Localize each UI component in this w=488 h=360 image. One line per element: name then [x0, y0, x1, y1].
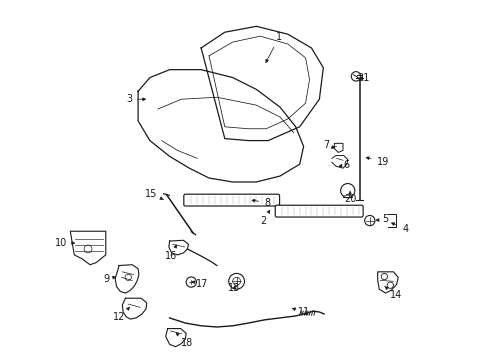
Text: 9: 9 — [103, 274, 116, 284]
Text: 20: 20 — [343, 191, 355, 204]
Text: 6: 6 — [339, 160, 348, 170]
Text: 5: 5 — [375, 215, 388, 224]
Polygon shape — [334, 143, 342, 152]
FancyBboxPatch shape — [183, 194, 279, 206]
Text: 13: 13 — [228, 283, 240, 293]
Text: 3: 3 — [126, 94, 145, 104]
Text: 11: 11 — [292, 307, 309, 317]
Text: 8: 8 — [251, 198, 270, 208]
Polygon shape — [377, 272, 397, 293]
Text: 7: 7 — [322, 140, 334, 149]
Text: 17: 17 — [192, 279, 208, 289]
Text: 10: 10 — [55, 238, 74, 248]
Text: 19: 19 — [366, 157, 388, 167]
Text: 21: 21 — [356, 73, 368, 84]
FancyBboxPatch shape — [275, 205, 363, 217]
Text: 15: 15 — [145, 189, 163, 199]
Text: 4: 4 — [391, 223, 407, 234]
Text: 18: 18 — [176, 333, 193, 348]
Text: 14: 14 — [384, 286, 401, 300]
Text: 2: 2 — [260, 210, 269, 226]
Polygon shape — [70, 231, 105, 265]
Text: 1: 1 — [265, 32, 282, 63]
Text: 12: 12 — [113, 307, 129, 322]
Text: 16: 16 — [165, 245, 177, 261]
